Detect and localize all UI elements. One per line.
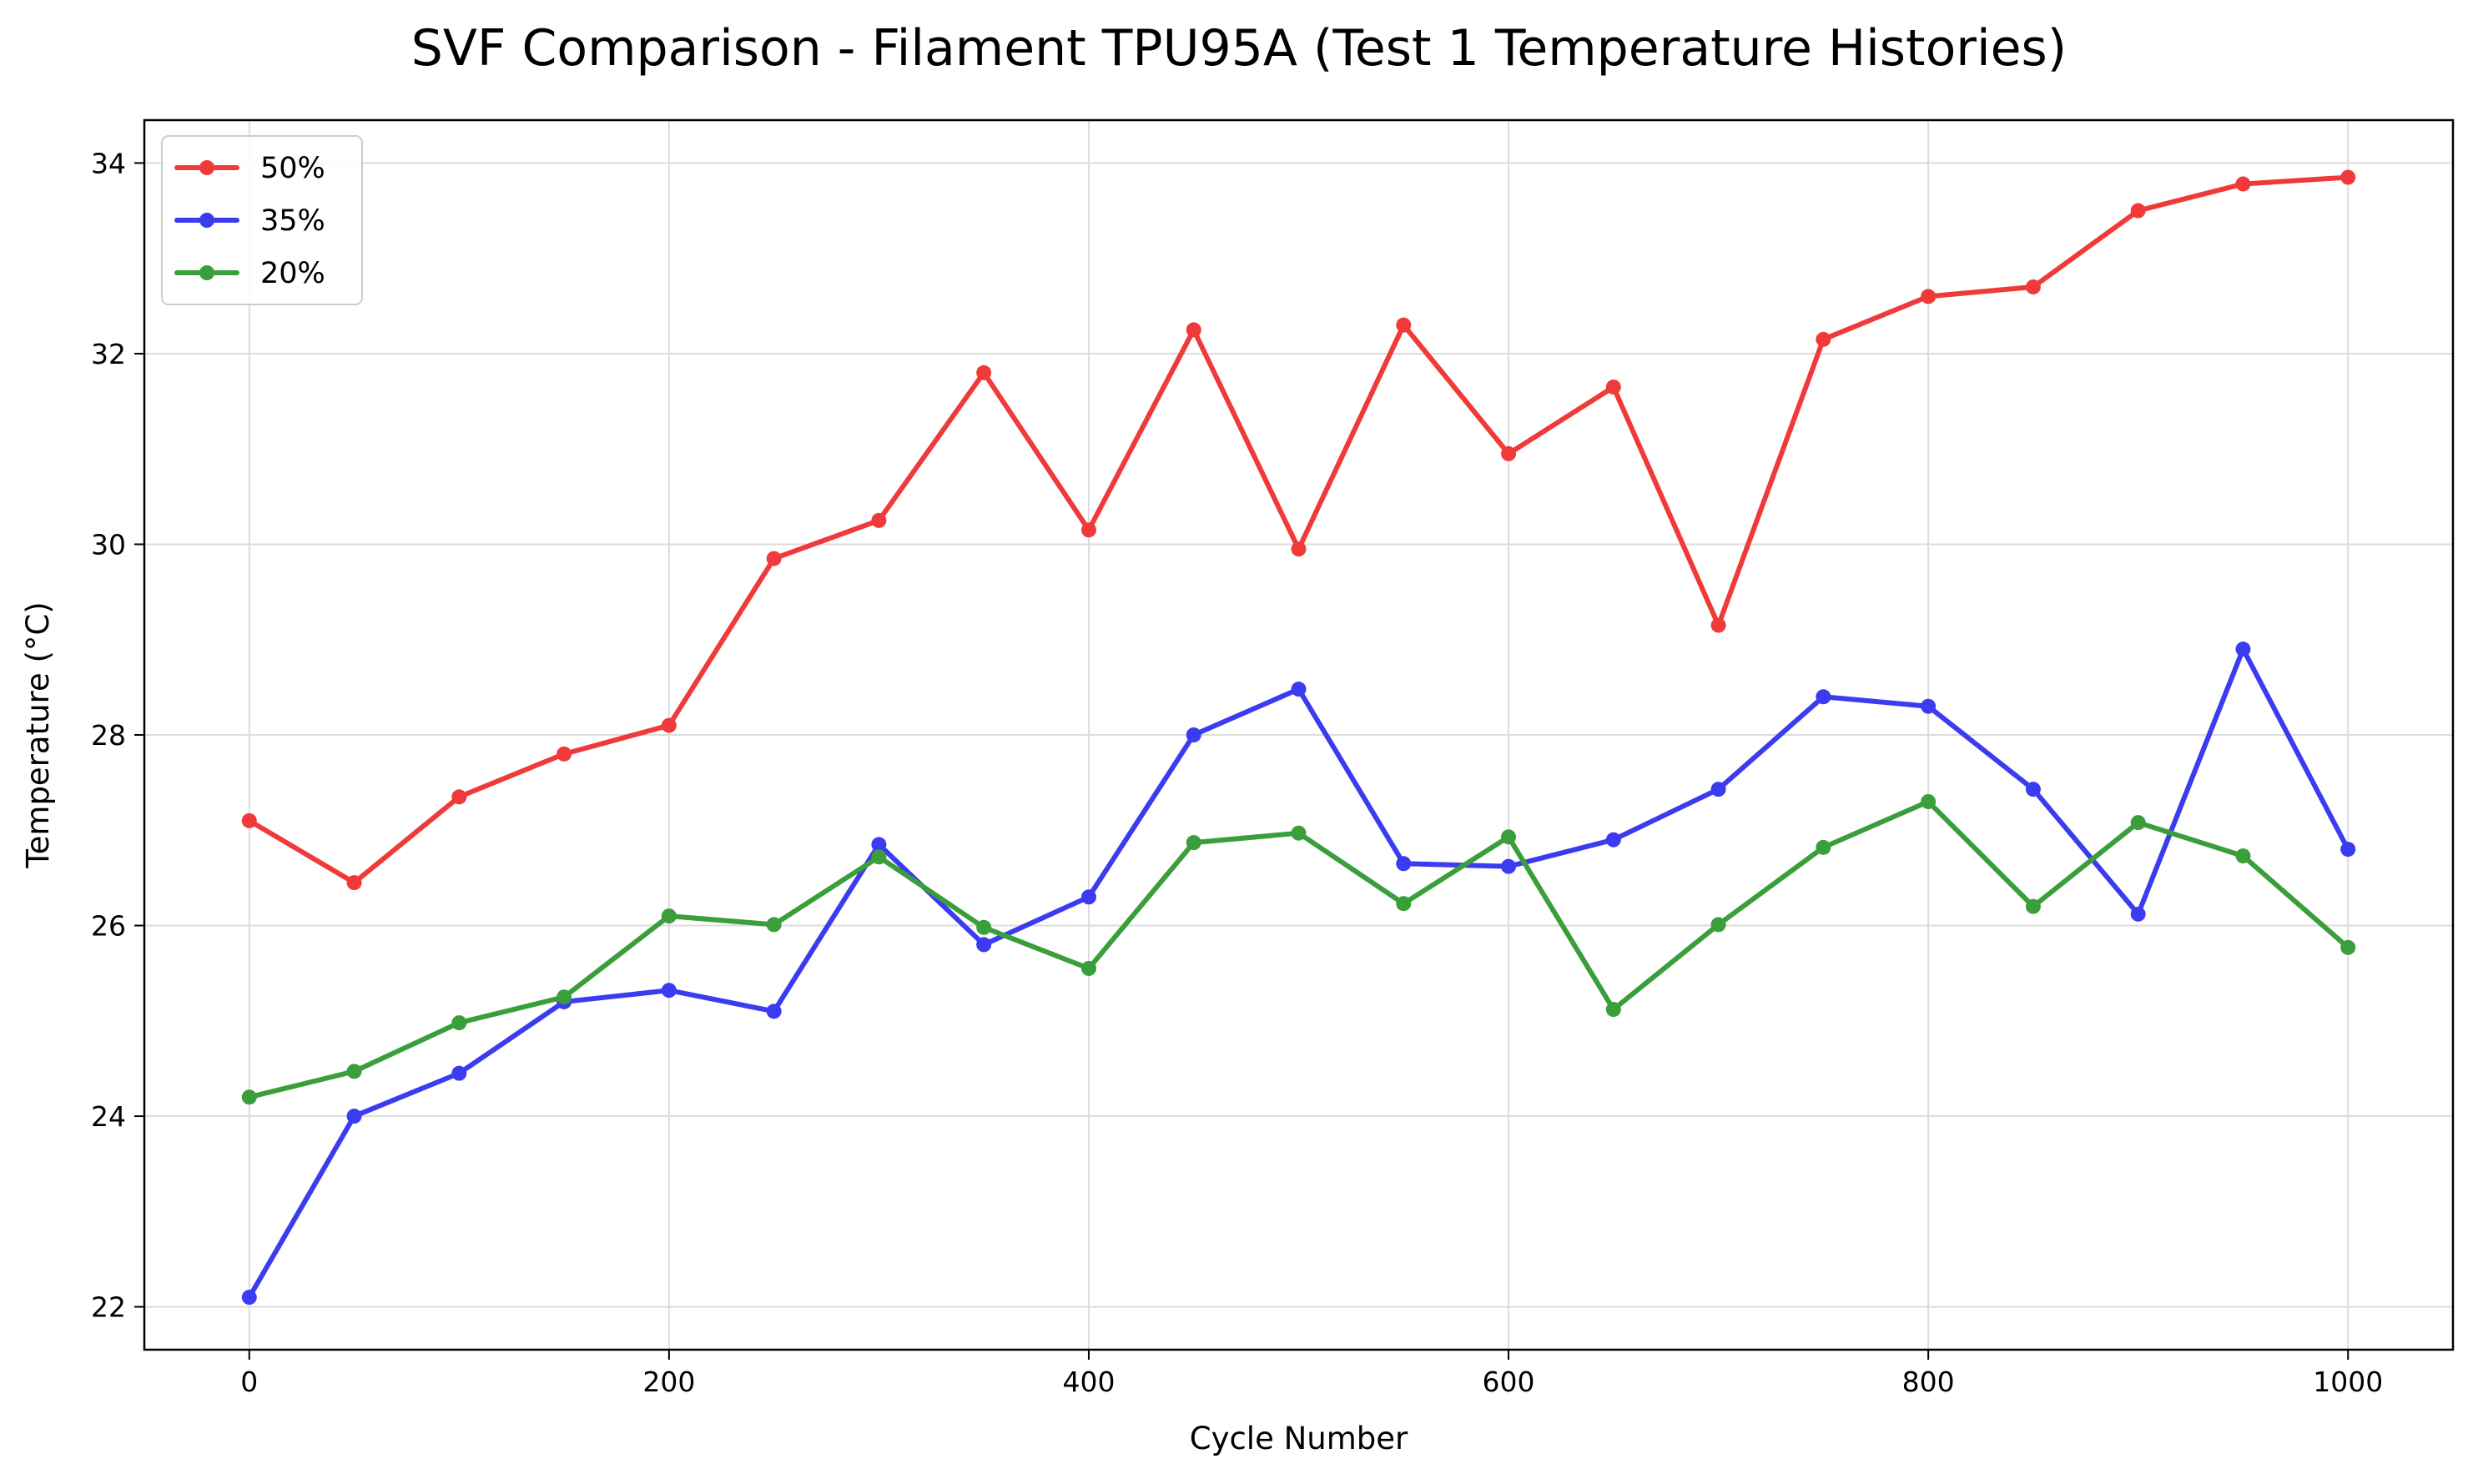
- data-point: [1186, 727, 1201, 742]
- data-point: [766, 551, 782, 566]
- data-point: [1501, 858, 1517, 874]
- data-point: [1396, 317, 1412, 333]
- legend-item: 35%: [174, 204, 325, 238]
- legend-swatch-marker: [199, 265, 214, 280]
- y-tick-label: 22: [91, 1291, 126, 1324]
- data-point: [1816, 839, 1831, 855]
- data-point: [1816, 331, 1831, 347]
- data-point: [557, 746, 572, 762]
- y-tick-label: 26: [91, 910, 126, 943]
- y-tick-label: 32: [91, 338, 126, 370]
- data-point: [451, 789, 467, 805]
- y-tick-label: 30: [91, 528, 126, 561]
- grid: [144, 120, 2453, 1350]
- y-tick-label: 24: [91, 1100, 126, 1133]
- series-1: [241, 169, 2356, 891]
- x-tick-label: 600: [1483, 1366, 1535, 1398]
- data-point: [346, 1109, 362, 1124]
- data-point: [241, 812, 257, 828]
- data-point: [2235, 641, 2251, 657]
- data-point: [1396, 896, 1412, 912]
- x-tick-label: 200: [642, 1366, 695, 1398]
- data-point: [451, 1065, 467, 1081]
- data-point: [2130, 815, 2146, 831]
- data-point: [661, 983, 677, 999]
- y-axis-label: Temperature (°C): [20, 601, 56, 868]
- legend-swatch-marker: [199, 213, 214, 228]
- data-point: [976, 365, 992, 380]
- data-point: [2130, 906, 2146, 922]
- legend-swatch-marker: [199, 160, 214, 175]
- data-point: [976, 919, 992, 935]
- data-point: [661, 908, 677, 924]
- data-point: [1605, 832, 1621, 848]
- x-tick-label: 400: [1062, 1366, 1115, 1398]
- x-tick-label: 1000: [2313, 1366, 2383, 1398]
- data-point: [1501, 445, 1517, 461]
- data-point: [2025, 898, 2041, 914]
- data-point: [2340, 939, 2356, 955]
- data-point: [2130, 203, 2146, 219]
- data-point: [2235, 176, 2251, 192]
- series-3: [241, 793, 2356, 1105]
- data-point: [1816, 689, 1831, 705]
- x-axis: 0 200 400 600 800 1000: [240, 1350, 2383, 1398]
- legend: 50% 35% 20%: [161, 135, 363, 305]
- data-point: [766, 917, 782, 933]
- data-point: [2025, 279, 2041, 294]
- y-axis: 22 24 26 28 30 32 34: [91, 147, 144, 1324]
- data-point: [1186, 835, 1201, 851]
- data-point: [1605, 379, 1621, 395]
- data-point: [557, 989, 572, 1005]
- data-point: [1080, 889, 1096, 905]
- data-point: [1921, 698, 1937, 714]
- x-tick-label: 800: [1902, 1366, 1955, 1398]
- x-tick-label: 0: [240, 1366, 258, 1398]
- data-point: [451, 1015, 467, 1031]
- data-point: [1396, 856, 1412, 872]
- x-axis-label: Cycle Number: [1190, 1421, 1408, 1456]
- data-point: [2235, 848, 2251, 864]
- data-point: [1605, 1002, 1621, 1018]
- data-point: [1921, 289, 1937, 304]
- legend-item: 20%: [174, 257, 325, 290]
- data-point: [1080, 960, 1096, 976]
- series-2: [241, 641, 2356, 1305]
- data-point: [241, 1089, 257, 1105]
- data-point: [1186, 322, 1201, 338]
- data-point: [1710, 782, 1726, 797]
- series-layer: [241, 169, 2356, 1305]
- data-point: [2025, 782, 2041, 797]
- legend-label: 50%: [260, 152, 325, 185]
- data-point: [346, 1064, 362, 1079]
- data-point: [2340, 169, 2356, 185]
- data-point: [661, 717, 677, 733]
- data-point: [1710, 917, 1726, 933]
- data-point: [2340, 842, 2356, 858]
- data-point: [871, 837, 887, 853]
- data-point: [346, 875, 362, 891]
- data-point: [1710, 617, 1726, 633]
- data-point: [871, 512, 887, 528]
- data-point: [241, 1290, 257, 1305]
- data-point: [1291, 682, 1307, 697]
- chart-title: SVF Comparison - Filament TPU95A (Test 1…: [411, 19, 2067, 78]
- y-tick-label: 28: [91, 719, 126, 752]
- legend-label: 35%: [260, 204, 325, 238]
- y-tick-label: 34: [91, 147, 126, 179]
- legend-label: 20%: [260, 257, 325, 290]
- data-point: [1291, 825, 1307, 841]
- data-point: [1921, 793, 1937, 809]
- data-point: [1080, 522, 1096, 538]
- legend-item: 50%: [174, 152, 325, 185]
- data-point: [1291, 541, 1307, 557]
- data-point: [1501, 829, 1517, 845]
- data-point: [871, 849, 887, 865]
- legend-box: [161, 135, 363, 305]
- data-point: [766, 1004, 782, 1019]
- data-point: [976, 937, 992, 953]
